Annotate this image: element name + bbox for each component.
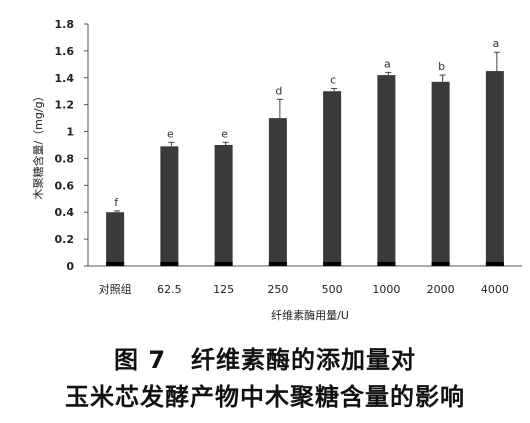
bar: [377, 75, 396, 266]
y-tick-label: 1.2: [55, 99, 75, 112]
y-tick-label: 0.4: [55, 206, 75, 219]
significance-letter: a: [384, 57, 391, 70]
bar: [431, 81, 450, 266]
y-tick-label: 0.8: [55, 152, 75, 165]
significance-letter: d: [275, 84, 282, 97]
x-tick-label: 500: [322, 283, 343, 296]
x-tick-label: 4000: [481, 283, 509, 296]
bar: [160, 146, 179, 266]
bar-base: [431, 262, 450, 266]
y-tick-label: 1.8: [55, 18, 75, 31]
x-tick-label: 1000: [372, 283, 400, 296]
bar: [106, 212, 125, 266]
y-tick-label: 0.2: [55, 233, 75, 246]
bar-base: [377, 262, 396, 266]
bar: [485, 71, 504, 266]
x-tick-label: 对照组: [99, 282, 132, 296]
x-tick-label: 125: [213, 283, 234, 296]
significance-letter: e: [167, 127, 174, 140]
y-tick-label: 0: [66, 260, 74, 273]
bar-base: [485, 262, 504, 266]
bar-base: [268, 262, 287, 266]
y-tick-label: 0.6: [55, 179, 75, 192]
bar: [268, 118, 287, 266]
y-axis: 0 0.2 0.4 0.6 0.8 1 1.2 1.4 1.6 1.8 木聚糖含量/（mg/g）: [31, 18, 89, 273]
y-tick-label: 1.4: [55, 72, 75, 85]
significance-letter: f: [114, 196, 119, 209]
figure-caption-line2: 玉米芯发酵产物中木聚糖含量的影响: [65, 383, 465, 411]
bars: f e e d c a b a: [106, 37, 504, 266]
figure-caption-line1: 图 7 纤维素酶的添加量对: [113, 346, 417, 374]
bar-base: [106, 262, 125, 266]
bar: [323, 91, 342, 266]
bar: [214, 145, 233, 266]
y-axis-label: 木聚糖含量/（mg/g）: [31, 90, 45, 199]
x-axis-label: 纤维素酶用量/U: [271, 309, 349, 322]
x-tick-label: 62.5: [157, 283, 182, 296]
bar-base: [160, 262, 179, 266]
bar-chart: 00.20.40.60.811.21.41.61.8 木聚糖含量/（mg/g） …: [31, 18, 522, 322]
bar-base: [323, 262, 342, 266]
significance-letter: a: [493, 37, 500, 50]
x-tick-label: 250: [267, 283, 288, 296]
y-tick-label: 1: [66, 126, 74, 139]
x-axis: 对照组 62.5 125 250 500 1000 2000 4000 纤维素酶用量/U: [88, 265, 522, 322]
bar-base: [214, 262, 233, 266]
significance-letter: b: [438, 60, 445, 73]
y-tick-label: 1.6: [55, 45, 75, 58]
x-tick-label: 2000: [427, 283, 455, 296]
significance-letter: e: [221, 127, 228, 140]
significance-letter: c: [330, 74, 336, 87]
